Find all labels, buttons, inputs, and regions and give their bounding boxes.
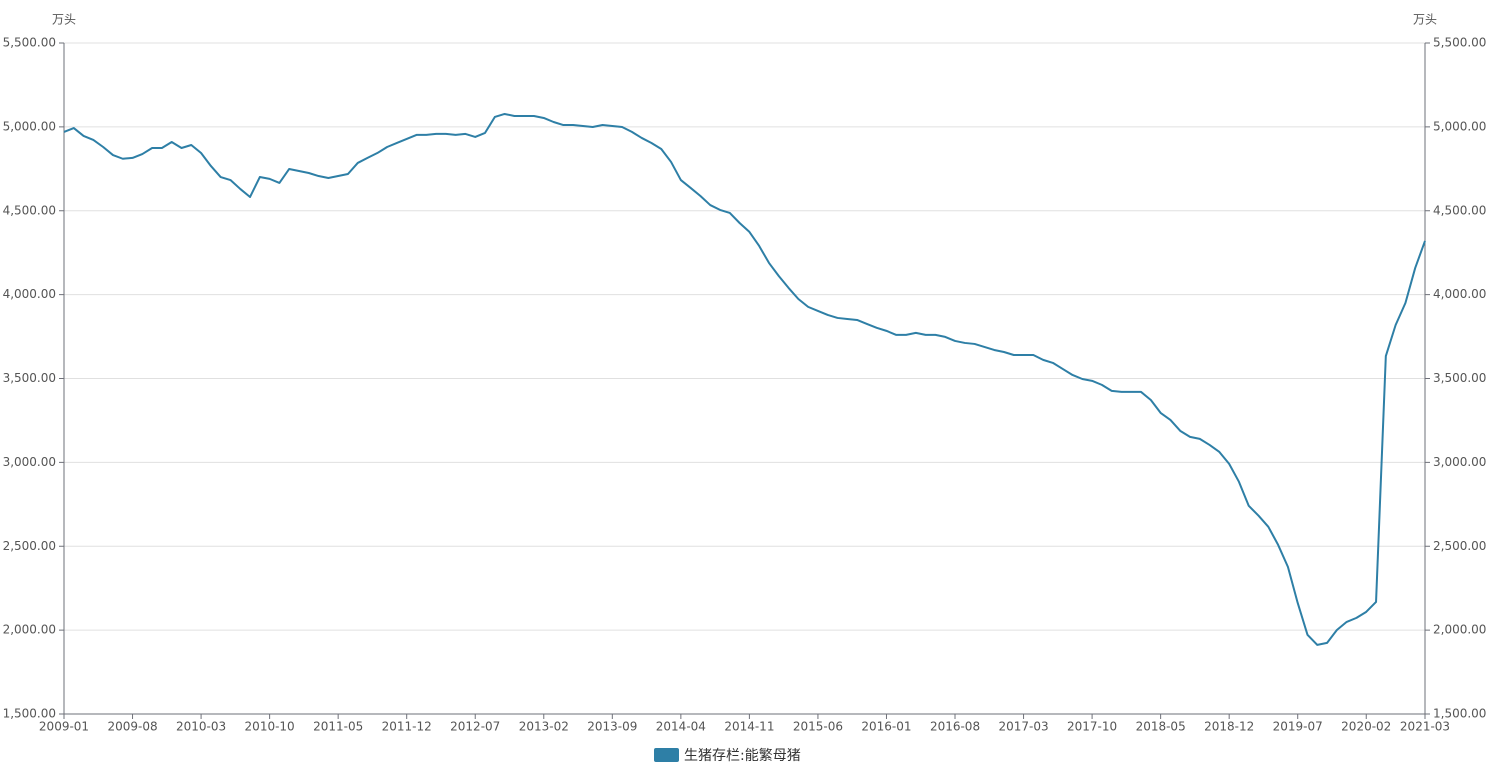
y-tick-label: 1,500.00 bbox=[3, 707, 56, 721]
y2-tick-label: 3,000.00 bbox=[1433, 455, 1486, 469]
x-tick-label: 2021-03 bbox=[1400, 720, 1450, 734]
x-tick-label: 2017-03 bbox=[998, 720, 1048, 734]
y-tick-label: 5,500.00 bbox=[3, 36, 56, 50]
x-tick-label: 2018-12 bbox=[1204, 720, 1254, 734]
y-tick-label: 4,500.00 bbox=[3, 203, 56, 217]
y2-axis-unit: 万头 bbox=[1413, 13, 1437, 27]
y2-tick-label: 5,000.00 bbox=[1433, 119, 1486, 133]
x-tick-label: 2009-01 bbox=[39, 720, 89, 734]
y-tick-label: 4,000.00 bbox=[3, 287, 56, 301]
y2-tick-label: 2,000.00 bbox=[1433, 623, 1486, 637]
y2-tick-label: 2,500.00 bbox=[1433, 539, 1486, 553]
legend-label: 生猪存栏:能繁母猪 bbox=[684, 748, 801, 764]
y2-tick-label: 3,500.00 bbox=[1433, 371, 1486, 385]
x-tick-label: 2016-01 bbox=[861, 720, 911, 734]
y-tick-label: 3,000.00 bbox=[3, 455, 56, 469]
x-tick-label: 2012-07 bbox=[450, 720, 500, 734]
legend-swatch bbox=[654, 748, 679, 762]
y-axis-unit: 万头 bbox=[52, 13, 76, 27]
x-tick-label: 2010-03 bbox=[176, 720, 226, 734]
y2-tick-label: 4,500.00 bbox=[1433, 203, 1486, 217]
line bbox=[63, 112, 1426, 646]
x-tick-label: 2011-05 bbox=[313, 720, 363, 734]
x-tick-label: 2013-02 bbox=[519, 720, 569, 734]
y2-tick-label: 1,500.00 bbox=[1433, 707, 1486, 721]
y-tick-label: 2,000.00 bbox=[3, 623, 56, 637]
x-tick-label: 2016-08 bbox=[930, 720, 980, 734]
y-tick-label: 2,500.00 bbox=[3, 539, 56, 553]
x-tick-label: 2019-07 bbox=[1273, 720, 1323, 734]
x-tick-label: 2018-05 bbox=[1136, 720, 1186, 734]
x-tick-label: 2014-04 bbox=[656, 720, 706, 734]
y2-tick-label: 5,500.00 bbox=[1433, 36, 1486, 50]
y-tick-label: 3,500.00 bbox=[3, 371, 56, 385]
x-tick-label: 2011-12 bbox=[382, 720, 432, 734]
x-tick-label: 2009-08 bbox=[107, 720, 157, 734]
y-tick-label: 5,000.00 bbox=[3, 119, 56, 133]
x-tick-label: 2010-10 bbox=[245, 720, 295, 734]
x-tick-label: 2020-02 bbox=[1341, 720, 1391, 734]
x-tick-label: 2014-11 bbox=[724, 720, 774, 734]
x-tick-label: 2013-09 bbox=[587, 720, 637, 734]
y2-tick-label: 4,000.00 bbox=[1433, 287, 1486, 301]
x-tick-label: 2017-10 bbox=[1067, 720, 1117, 734]
x-tick-label: 2015-06 bbox=[793, 720, 843, 734]
